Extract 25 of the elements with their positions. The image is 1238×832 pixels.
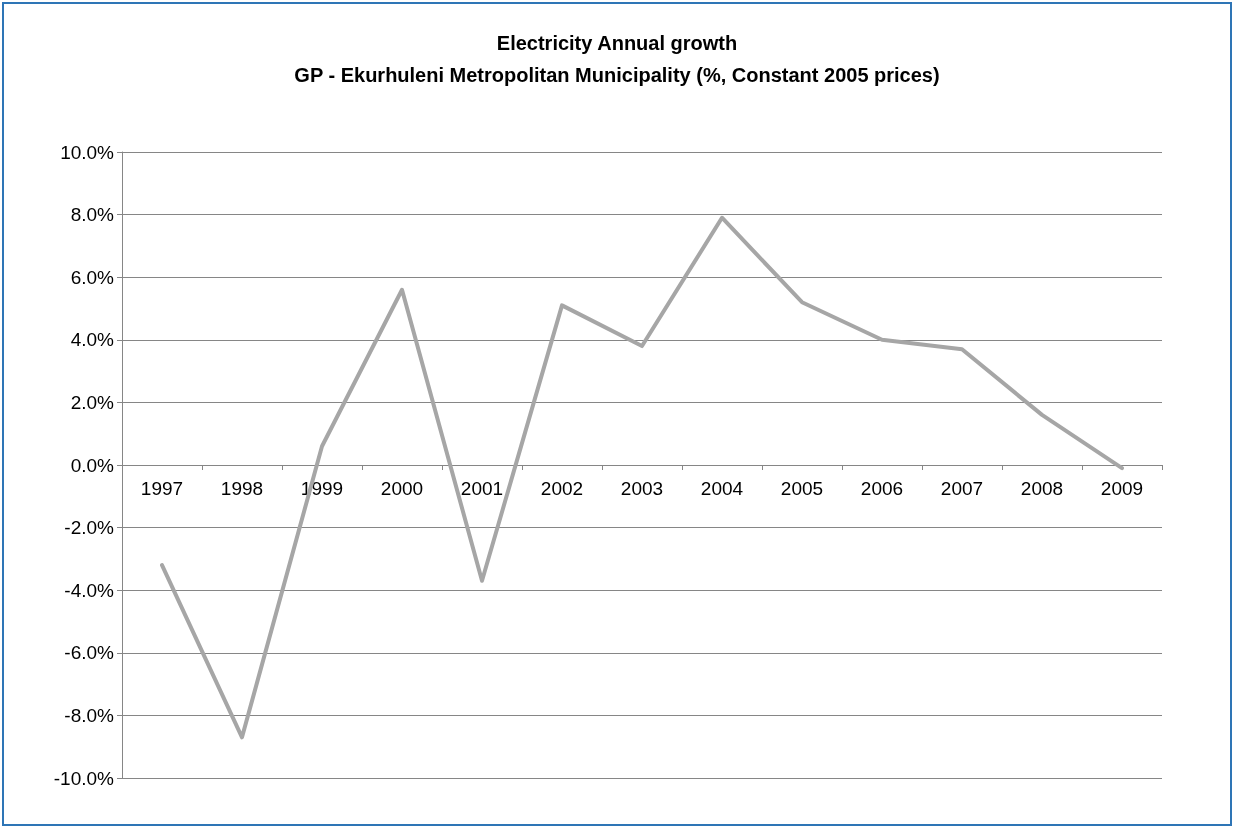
y-tick-label: 6.0% [70, 266, 115, 288]
y-tick-label: 4.0% [70, 329, 115, 351]
x-tick-label: 2006 [860, 478, 904, 499]
y-tick-label: 8.0% [70, 204, 115, 226]
x-tick-label: 2002 [540, 478, 584, 499]
y-tick-label: -2.0% [64, 517, 115, 539]
y-tick-label: -10.0% [53, 767, 115, 789]
y-tick-label: -8.0% [64, 704, 115, 726]
x-tick-label: 1998 [220, 478, 264, 499]
y-tick-label: -4.0% [64, 579, 115, 601]
y-tick-label: 10.0% [60, 141, 115, 163]
chart-title: Electricity Annual growth GP - Ekurhuleni Metropolitan Municipality (%, Constant 2005 prices) [294, 32, 940, 86]
x-tick-label: 2007 [940, 478, 984, 499]
y-tick-label: -6.0% [64, 642, 115, 664]
x-tick-label: 1999 [300, 478, 344, 499]
x-tick-label: 2005 [780, 478, 824, 499]
x-tick-label: 2000 [380, 478, 424, 499]
x-tick-label: 2003 [620, 478, 664, 499]
x-tick-label: 2008 [1020, 478, 1064, 499]
x-tick-label: 1997 [140, 478, 184, 499]
x-tick-label: 2001 [460, 478, 504, 499]
y-tick-label: 2.0% [70, 391, 115, 413]
x-tick-label: 2009 [1100, 478, 1144, 499]
x-tick-label: 2004 [700, 478, 744, 499]
y-tick-label: 0.0% [70, 454, 115, 476]
